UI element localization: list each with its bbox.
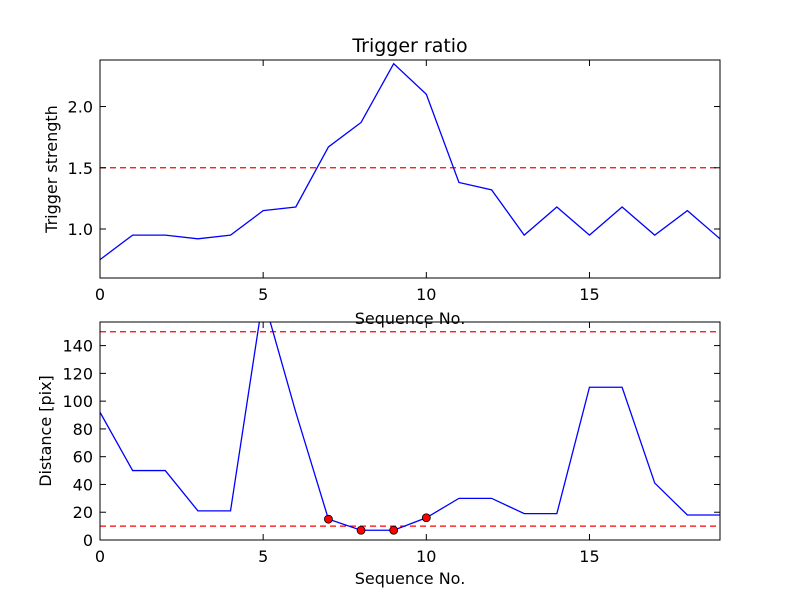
top-series-line-0 [100, 62, 720, 261]
bottom-x-tick-label: 5 [258, 547, 268, 566]
top-x-tick-label: 0 [95, 285, 105, 304]
bottom-y-axis-label: Distance [pix] [36, 375, 55, 487]
top-y-axis-label: Trigger strength [42, 105, 61, 234]
bottom-series-lines [100, 322, 720, 531]
bottom-series-line-0 [100, 322, 720, 531]
bottom-subplot: 0 5 10 15 0 20 40 60 80 100 120 140 Sequence No. Di… [36, 321, 721, 588]
top-axes-frame [99, 59, 721, 279]
top-y-tick-label: 1.0 [68, 220, 93, 239]
bottom-axes-frame [99, 321, 721, 541]
bottom-y-tick-label: 20 [73, 503, 93, 522]
top-subplot: Trigger ratio 0 5 10 15 1.0 1.5 2.0 Sequence N… [42, 35, 721, 328]
bottom-y-tick-label: 120 [62, 364, 93, 383]
top-chart-title: Trigger ratio [351, 35, 467, 57]
bottom-x-tick-label: 15 [579, 547, 599, 566]
bottom-ticks: 0 5 10 15 0 20 40 60 80 100 120 140 [62, 322, 720, 566]
bottom-markers [324, 513, 431, 535]
top-x-tick-label: 10 [416, 285, 436, 304]
top-x-tick-label: 15 [579, 285, 599, 304]
bottom-y-tick-label: 80 [73, 420, 93, 439]
bottom-threshold-lines [100, 331, 720, 527]
bottom-x-axis-label: Sequence No. [355, 569, 466, 588]
top-y-tick-label: 2.0 [68, 98, 93, 117]
bottom-marker-point [421, 513, 431, 523]
bottom-marker-point [356, 525, 366, 535]
bottom-x-tick-label: 0 [95, 547, 105, 566]
bottom-marker-point [324, 514, 333, 524]
bottom-marker-point [389, 525, 399, 535]
bottom-y-tick-label: 140 [62, 337, 93, 356]
bottom-y-tick-label: 100 [62, 392, 93, 411]
top-y-tick-label: 1.5 [68, 159, 93, 178]
bottom-x-tick-label: 10 [416, 547, 436, 566]
bottom-y-tick-label: 0 [83, 531, 93, 550]
bottom-y-tick-label: 60 [73, 448, 93, 467]
top-ticks: 0 5 10 15 1.0 1.5 2.0 [68, 60, 720, 304]
top-x-axis-label: Sequence No. [355, 309, 466, 328]
bottom-y-tick-label: 40 [73, 475, 93, 494]
top-series-lines [100, 62, 720, 261]
top-x-tick-label: 5 [258, 285, 268, 304]
